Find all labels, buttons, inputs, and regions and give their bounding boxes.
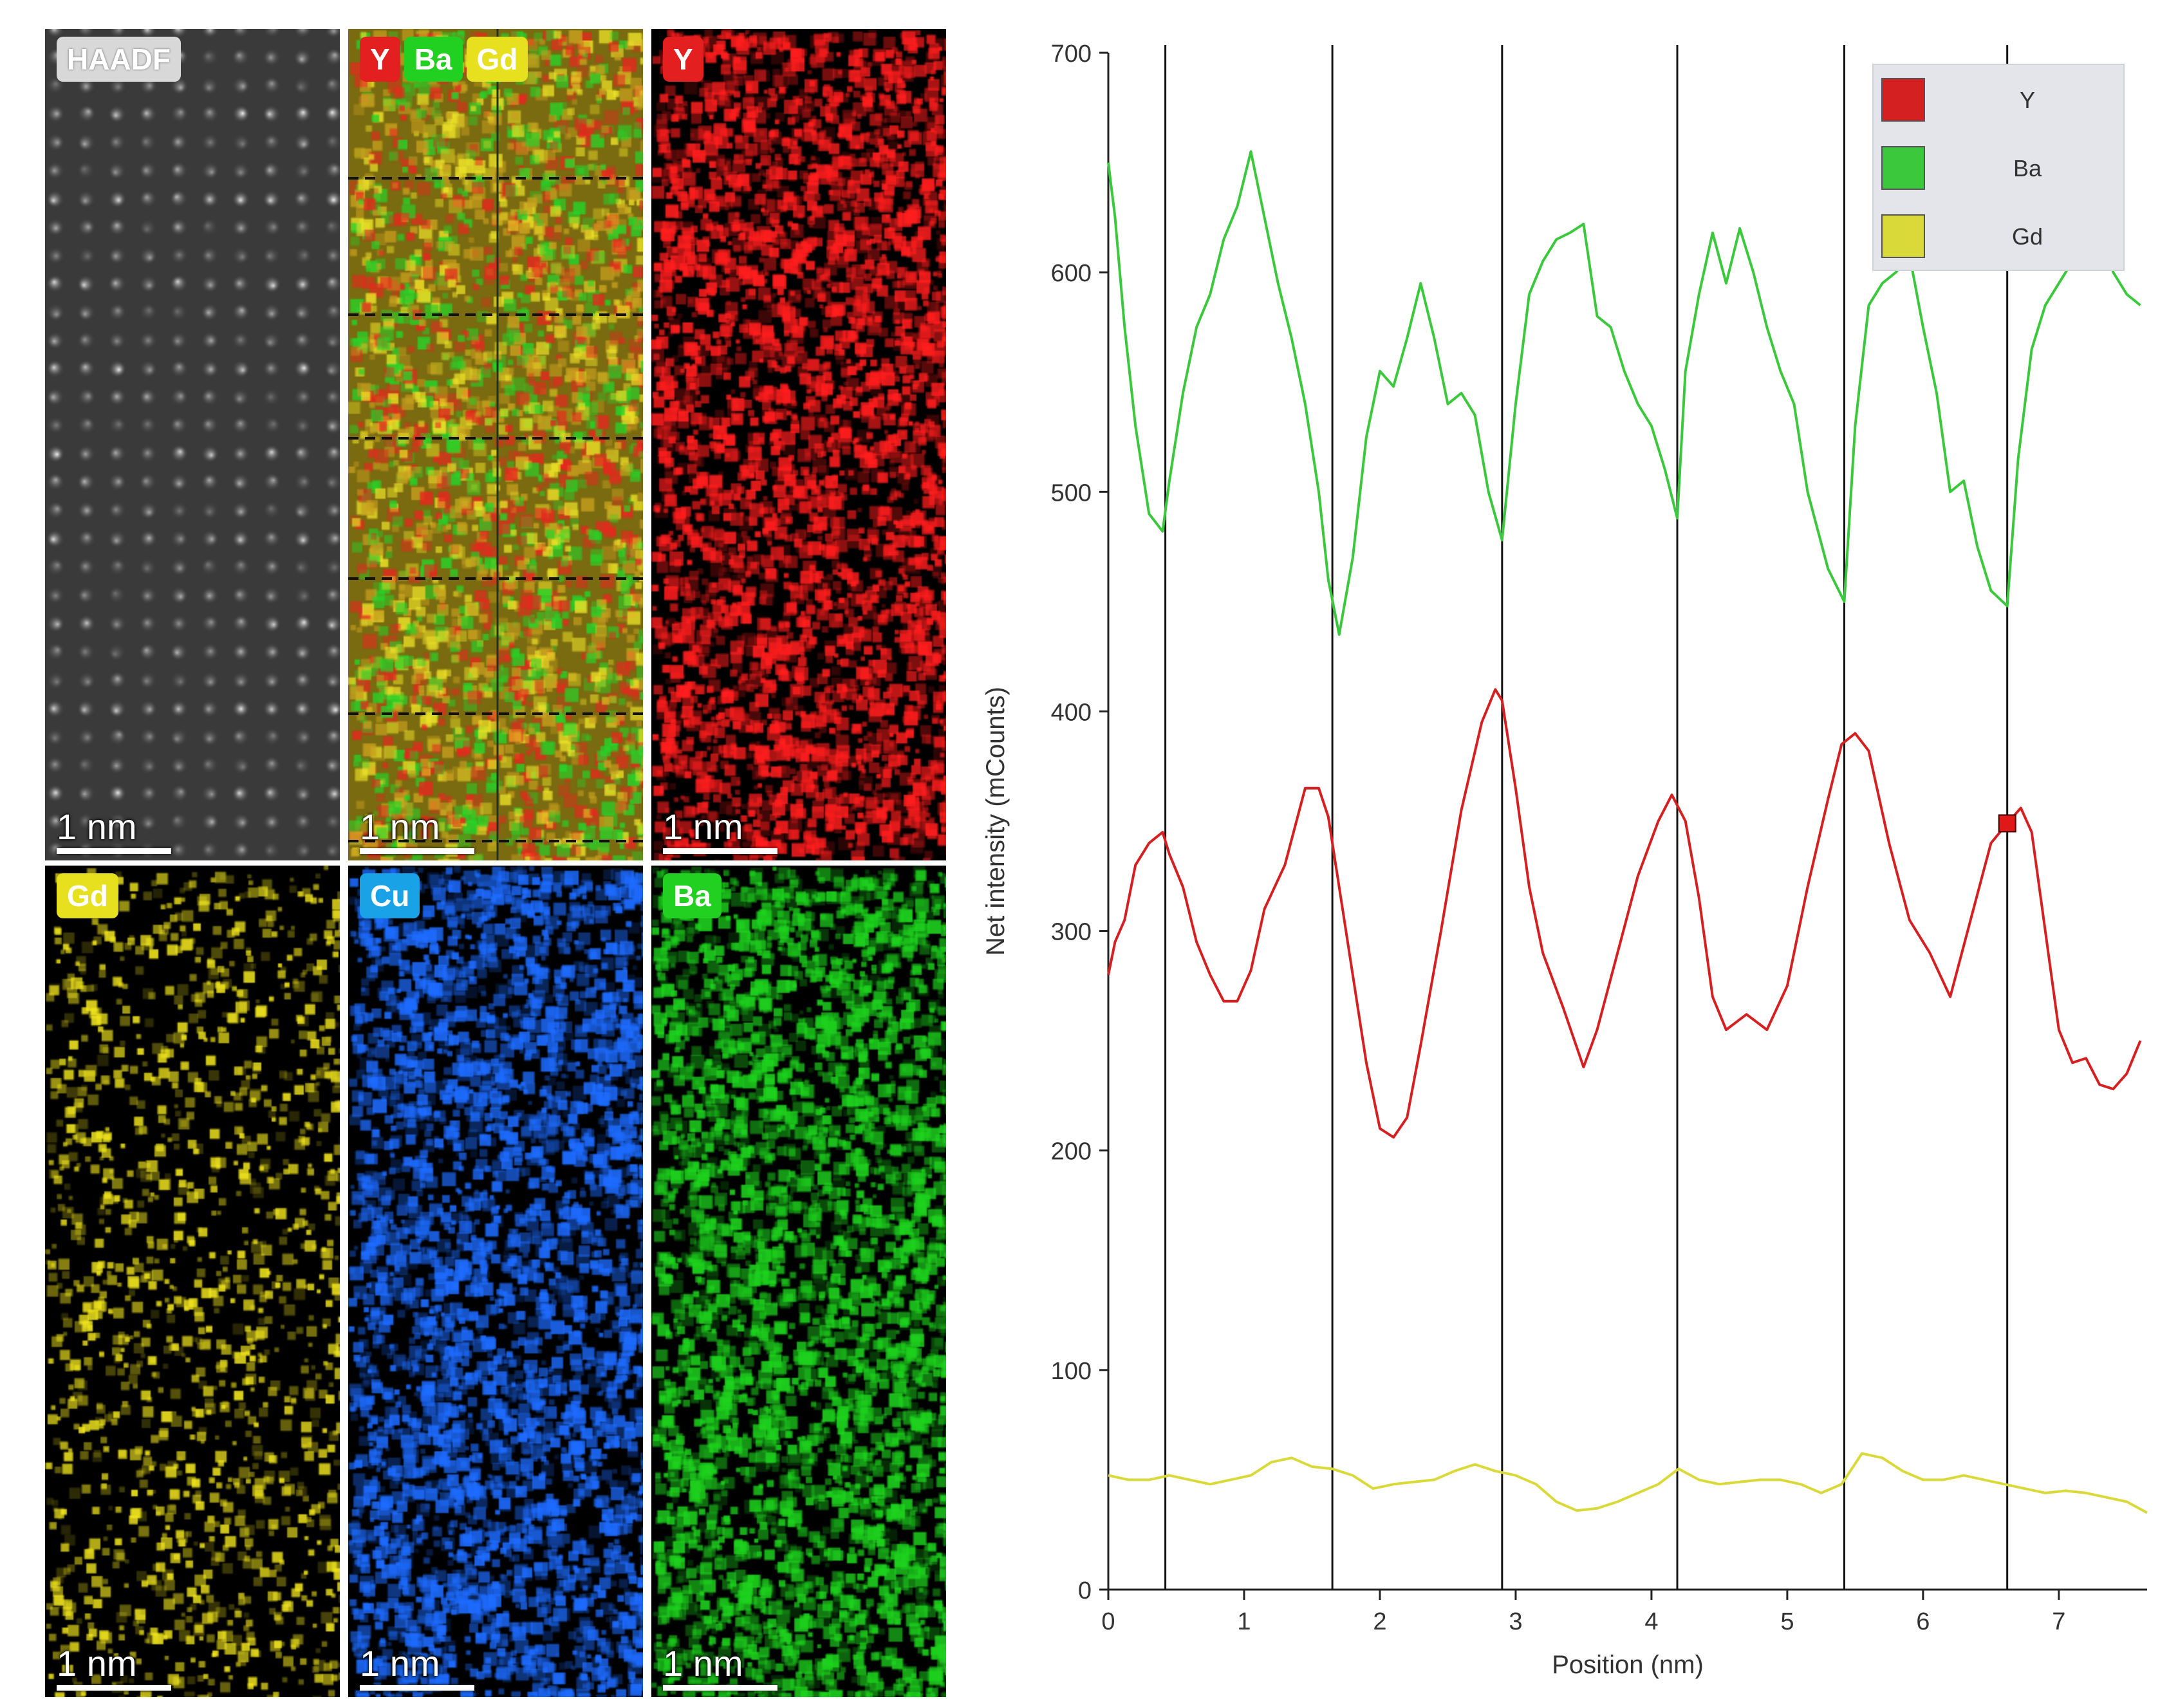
y-tick-label: 300 [1051,919,1092,946]
scale-bar: 1 nm [663,807,777,854]
panel-tag-group: Y Ba Gd [360,37,528,82]
legend-swatch-ba [1881,146,1925,190]
scale-bar-line [360,848,474,854]
legend-label-y: Y [2020,87,2035,113]
panel-tag-group: HAADF [57,37,181,82]
haadf-image [45,29,340,860]
panel-tag-ba: Ba [663,873,721,918]
x-tick-label: 2 [1373,1608,1386,1635]
series-line-ba [1107,150,2141,636]
panel-tag-ba: Ba [404,37,463,82]
y-tick-label: 700 [1051,41,1092,68]
x-tick-label: 3 [1509,1608,1522,1635]
panel-tag-group: Gd [57,873,118,918]
scale-bar-label: 1 nm [360,806,440,847]
y-tick-label: 500 [1051,479,1092,506]
haadf-panel: HAADF 1 nm [45,29,340,860]
panel-tag-cu: Cu [360,873,420,918]
legend-label-gd: Gd [2012,223,2043,250]
scale-bar-label: 1 nm [360,1643,440,1684]
y-map-panel: Y 1 nm [651,29,946,860]
x-tick-label: 4 [1644,1608,1658,1635]
x-axis-label: Position (nm) [1552,1651,1704,1679]
overlay-image [348,29,643,860]
legend-swatch-y [1881,78,1925,122]
series-line-gd [1108,1452,2148,1514]
cursor-marker [1998,814,2016,833]
panel-tag-y: Y [360,37,400,82]
panel-tag-y: Y [663,37,703,82]
scale-bar-label: 1 nm [57,806,137,847]
y-tick-label: 100 [1051,1358,1092,1385]
scale-bar-label: 1 nm [663,806,743,847]
scale-bar-label: 1 nm [57,1643,137,1684]
scale-bar: 1 nm [57,807,171,854]
overlay-guides [348,29,643,860]
y-tick-label: 200 [1051,1138,1092,1165]
scale-bar: 1 nm [360,807,474,854]
y-map-image [651,29,946,860]
legend-swatch-gd [1881,214,1925,258]
panel-tag-haadf: HAADF [57,37,181,82]
scale-bar-line [57,1685,171,1691]
y-tick-label: 400 [1051,699,1092,726]
x-tick-label: 5 [1780,1608,1794,1635]
legend-label-ba: Ba [2013,155,2042,181]
scale-bar-line [360,1685,474,1691]
cu-map-image [348,866,643,1697]
x-tick-label: 1 [1237,1608,1251,1635]
gd-map-image [45,866,340,1697]
ba-map-panel: Ba 1 nm [651,866,946,1697]
x-tick-label: 7 [2052,1608,2065,1635]
panel-tag-gd: Gd [466,37,528,82]
y-tick-label: 0 [1078,1577,1092,1604]
scale-bar: 1 nm [663,1644,777,1691]
panel-tag-group: Y [663,37,703,82]
scale-bar-line [663,848,777,854]
scale-bar-line [663,1685,777,1691]
scale-bar-line [57,848,171,854]
x-tick-label: 0 [1101,1608,1115,1635]
cu-map-panel: Cu 1 nm [348,866,643,1697]
ba-map-image [651,866,946,1697]
panel-tag-group: Ba [663,873,721,918]
panel-tag-gd: Gd [57,873,118,918]
x-tick-label: 6 [1916,1608,1930,1635]
gd-map-panel: Gd 1 nm [45,866,340,1697]
y-axis-label: Net intensity (mCounts) [982,687,1010,956]
y-tick-label: 600 [1051,260,1092,287]
line-profile-chart: 0 100 200 300 400 500 600 700 0 1 2 3 4 5 6 7 Position (… [982,41,2148,1679]
series-line-y [1107,688,2142,1139]
overlay-panel: Y Ba Gd 1 nm [348,29,643,860]
panel-tag-group: Cu [360,873,420,918]
scale-bar-label: 1 nm [663,1643,743,1684]
scale-bar: 1 nm [360,1644,474,1691]
scale-bar: 1 nm [57,1644,171,1691]
